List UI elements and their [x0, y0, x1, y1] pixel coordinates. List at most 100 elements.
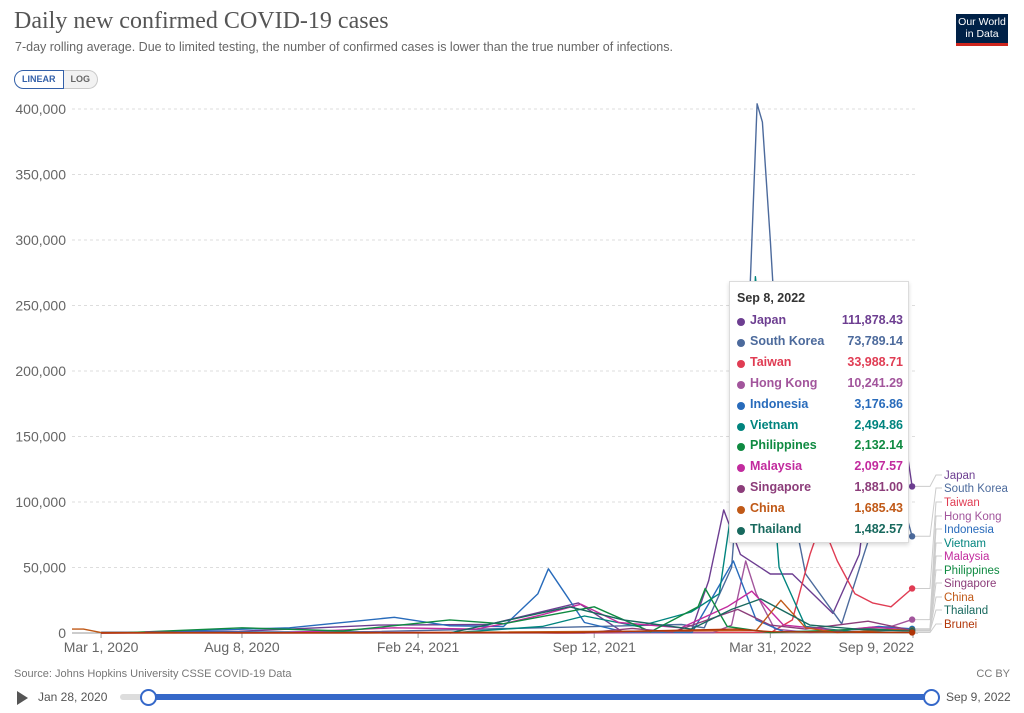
tooltip-row: China 1,685.43	[737, 501, 903, 521]
x-tick-label: Mar 31, 2022	[729, 639, 812, 655]
tooltip-country: Singapore	[750, 480, 812, 495]
series-line-china	[72, 599, 913, 634]
series-end-label: South Korea	[944, 483, 1009, 495]
series-line-thailand	[449, 598, 913, 634]
x-tick-label: Sep 12, 2021	[553, 639, 637, 655]
tooltip-country: Thailand	[750, 522, 802, 536]
series-end-label: Indonesia	[944, 524, 994, 536]
y-tick-label: 250,000	[15, 298, 66, 314]
tooltip-value: 33,988.71	[847, 354, 903, 369]
series-dot-icon	[737, 464, 745, 473]
tooltip-country: South Korea	[750, 333, 825, 348]
series-dot-icon	[737, 318, 745, 326]
chart-subtitle: 7-day rolling average. Due to limited te…	[15, 40, 673, 54]
series-end-label: Hong Kong	[944, 511, 1002, 523]
series-end-label: Japan	[944, 470, 975, 482]
tooltip-row: Indonesia 3,176.86	[737, 397, 903, 417]
owid-logo[interactable]: Our World in Data	[956, 14, 1008, 46]
source-note[interactable]: Source: Johns Hopkins University CSSE CO…	[14, 668, 292, 680]
y-tick-label: 200,000	[15, 363, 66, 379]
tooltip-country: Vietnam	[750, 417, 799, 432]
timeline-start-label: Jan 28, 2020	[38, 690, 108, 704]
series-end-point	[908, 616, 916, 623]
tooltip-country: China	[750, 501, 785, 516]
series-end-label: Brunei	[944, 619, 977, 631]
tooltip-value: 2,097.57	[854, 459, 903, 474]
series-dot-icon	[737, 338, 745, 347]
series-line-malaysia	[289, 590, 913, 633]
tooltip-row: South Korea 73,789.14	[737, 334, 903, 354]
scale-toggle: LINEAR LOG	[14, 70, 98, 89]
linear-scale-button[interactable]: LINEAR	[14, 70, 64, 89]
tooltip-value: 10,241.29	[847, 375, 903, 390]
y-tick-label: 300,000	[15, 232, 66, 248]
label-connector	[915, 569, 942, 631]
y-tick-label: 50,000	[23, 560, 66, 576]
tooltip-row: Hong Kong 10,241.29	[737, 376, 903, 396]
series-end-label: Taiwan	[944, 497, 980, 509]
hover-tooltip: Sep 8, 2022 Japan 111,878.43 South Korea 73…	[729, 281, 909, 543]
tooltip-row: Singapore 1,881.00	[737, 480, 903, 500]
series-line-hong-kong	[101, 560, 913, 634]
series-dot-icon	[737, 506, 745, 515]
play-icon[interactable]	[17, 691, 28, 705]
tooltip-country: Indonesia	[750, 396, 809, 411]
tooltip-value: 111,878.43	[841, 313, 903, 327]
y-tick-label: 400,000	[15, 101, 66, 117]
series-end-label: Malaysia	[944, 551, 990, 563]
label-connector	[915, 596, 942, 632]
series-end-label: China	[944, 592, 975, 604]
tooltip-row: Philippines 2,132.14	[737, 438, 903, 458]
x-tick-label: Sep 9, 2022	[838, 639, 914, 655]
tooltip-value: 73,789.14	[847, 333, 903, 348]
y-tick-label: 100,000	[15, 494, 66, 510]
label-connector	[915, 582, 942, 631]
series-dot-icon	[737, 359, 745, 368]
series-end-point	[908, 629, 916, 636]
x-tick-label: Feb 24, 2021	[377, 639, 460, 655]
chart-title: Daily new confirmed COVID-19 cases	[14, 8, 389, 34]
timeline-range	[147, 694, 931, 700]
series-end-point	[908, 533, 916, 540]
series-end-label: Singapore	[944, 578, 996, 590]
series-line-brunei	[101, 628, 913, 634]
tooltip-value: 1,881.00	[854, 480, 903, 495]
tooltip-country: Hong Kong	[750, 375, 818, 390]
series-dot-icon	[737, 401, 745, 410]
tooltip-row: Malaysia 2,097.57	[737, 459, 903, 479]
series-end-label: Vietnam	[944, 538, 986, 550]
series-end-point	[908, 585, 916, 592]
series-line-indonesia	[128, 560, 913, 634]
tooltip-value: 2,132.14	[854, 438, 903, 453]
y-tick-label: 0	[58, 625, 66, 641]
tooltip-row: Japan 111,878.43	[737, 313, 903, 333]
timeline-end-label: Sep 9, 2022	[946, 690, 1011, 704]
series-dot-icon	[737, 380, 745, 389]
tooltip-country: Malaysia	[750, 459, 803, 474]
label-connector	[915, 528, 942, 630]
timeline-end-handle[interactable]	[923, 689, 940, 706]
series-end-label: Philippines	[944, 565, 1000, 577]
series-dot-icon	[737, 443, 745, 452]
tooltip-value: 1,482.57	[854, 522, 903, 536]
tooltip-country: Taiwan	[750, 354, 792, 369]
line-chart: 0 50,000 100,000 150,000 200,000 250,000 300,0…	[15, 101, 1009, 655]
series-dot-icon	[737, 485, 745, 494]
x-tick-label: Mar 1, 2020	[64, 639, 139, 655]
label-connector	[915, 474, 942, 487]
tooltip-value: 3,176.86	[854, 396, 903, 411]
timeline-start-handle[interactable]	[140, 689, 157, 706]
label-connector	[915, 487, 942, 537]
license-link[interactable]: CC BY	[976, 668, 1010, 680]
tooltip-country: Japan	[750, 313, 787, 327]
series-dot-icon	[737, 422, 745, 431]
label-connector	[915, 515, 942, 621]
tooltip-row: Vietnam 2,494.86	[737, 418, 903, 438]
label-connector	[915, 501, 942, 589]
tooltip-value: 1,685.43	[854, 501, 903, 516]
tooltip-value: 2,494.86	[854, 417, 903, 432]
logo-text: Our World in Data	[958, 16, 1006, 40]
tooltip-date: Sep 8, 2022	[737, 291, 806, 305]
log-scale-button[interactable]: LOG	[63, 70, 98, 89]
tooltip-row: Taiwan 33,988.71	[737, 355, 903, 375]
